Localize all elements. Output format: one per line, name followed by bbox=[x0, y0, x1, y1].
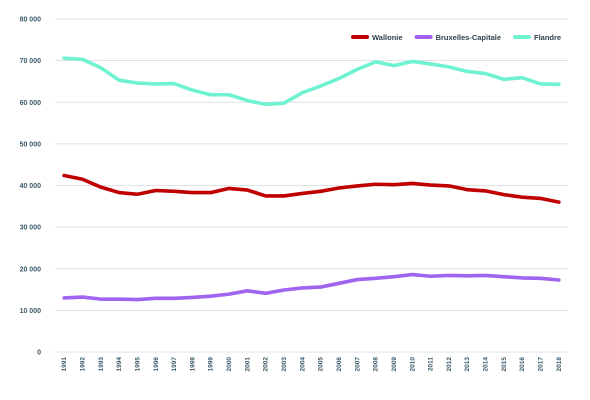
series-lines bbox=[62, 56, 561, 302]
legend-label: Bruxelles-Capitale bbox=[436, 33, 501, 42]
y-axis: 0 10 000 20 000 30 000 40 000 50 000 60 000 70 … bbox=[20, 17, 42, 357]
y-tick-label: 50 000 bbox=[20, 141, 42, 148]
x-tick-label: 1998 bbox=[189, 357, 196, 372]
x-tick-label: 2018 bbox=[556, 357, 563, 372]
x-tick-label: 1996 bbox=[153, 357, 160, 372]
x-tick-label: 2013 bbox=[464, 357, 471, 372]
y-tick-label: 80 000 bbox=[20, 17, 42, 24]
x-tick-label: 2006 bbox=[336, 357, 343, 372]
y-tick-label: 60 000 bbox=[20, 100, 42, 107]
x-tick-label: 2015 bbox=[501, 357, 508, 372]
x-tick-label: 2010 bbox=[409, 357, 416, 372]
y-tick-label: 70 000 bbox=[20, 58, 42, 65]
series-line-flandre bbox=[62, 56, 561, 107]
series-line-bruxelles-capitale bbox=[62, 272, 561, 302]
x-tick-label: 2007 bbox=[354, 357, 361, 372]
x-tick-label: 2008 bbox=[373, 357, 380, 372]
x-tick-label: 1992 bbox=[79, 357, 86, 372]
y-tick-label: 20 000 bbox=[20, 266, 42, 273]
x-tick-label: 1997 bbox=[171, 357, 178, 372]
x-tick-label: 2000 bbox=[226, 357, 233, 372]
x-tick-label: 1991 bbox=[61, 357, 68, 372]
x-tick-label: 2017 bbox=[538, 357, 545, 372]
x-tick-label: 2002 bbox=[263, 357, 270, 372]
x-tick-label: 2014 bbox=[483, 357, 490, 372]
x-tick-label: 2011 bbox=[428, 357, 435, 371]
x-tick-label: 2016 bbox=[519, 357, 526, 372]
x-tick-label: 2001 bbox=[244, 357, 251, 372]
series-line-wallonie bbox=[62, 173, 561, 204]
legend: Wallonie Bruxelles-Capitale Flandre bbox=[351, 33, 561, 42]
y-tick-label: 10 000 bbox=[20, 308, 42, 315]
x-tick-label: 1999 bbox=[208, 357, 215, 372]
legend-label: Wallonie bbox=[372, 33, 403, 42]
x-tick-label: 1993 bbox=[98, 357, 105, 372]
x-tick-label: 2009 bbox=[391, 357, 398, 372]
x-tick-label: 2003 bbox=[281, 357, 288, 372]
y-tick-label: 0 bbox=[37, 350, 41, 357]
y-tick-label: 30 000 bbox=[20, 225, 42, 232]
gridlines bbox=[55, 18, 568, 353]
x-tick-label: 2004 bbox=[299, 357, 306, 372]
x-tick-label: 2012 bbox=[446, 357, 453, 372]
y-tick-label: 40 000 bbox=[20, 183, 42, 190]
x-axis: 1991 1992 1993 1994 1995 1996 1997 1998 1999 2000… bbox=[61, 357, 563, 372]
legend-label: Flandre bbox=[534, 33, 561, 42]
x-tick-label: 1994 bbox=[116, 357, 123, 372]
x-tick-label: 1995 bbox=[134, 357, 141, 372]
x-tick-label: 2005 bbox=[318, 357, 325, 372]
